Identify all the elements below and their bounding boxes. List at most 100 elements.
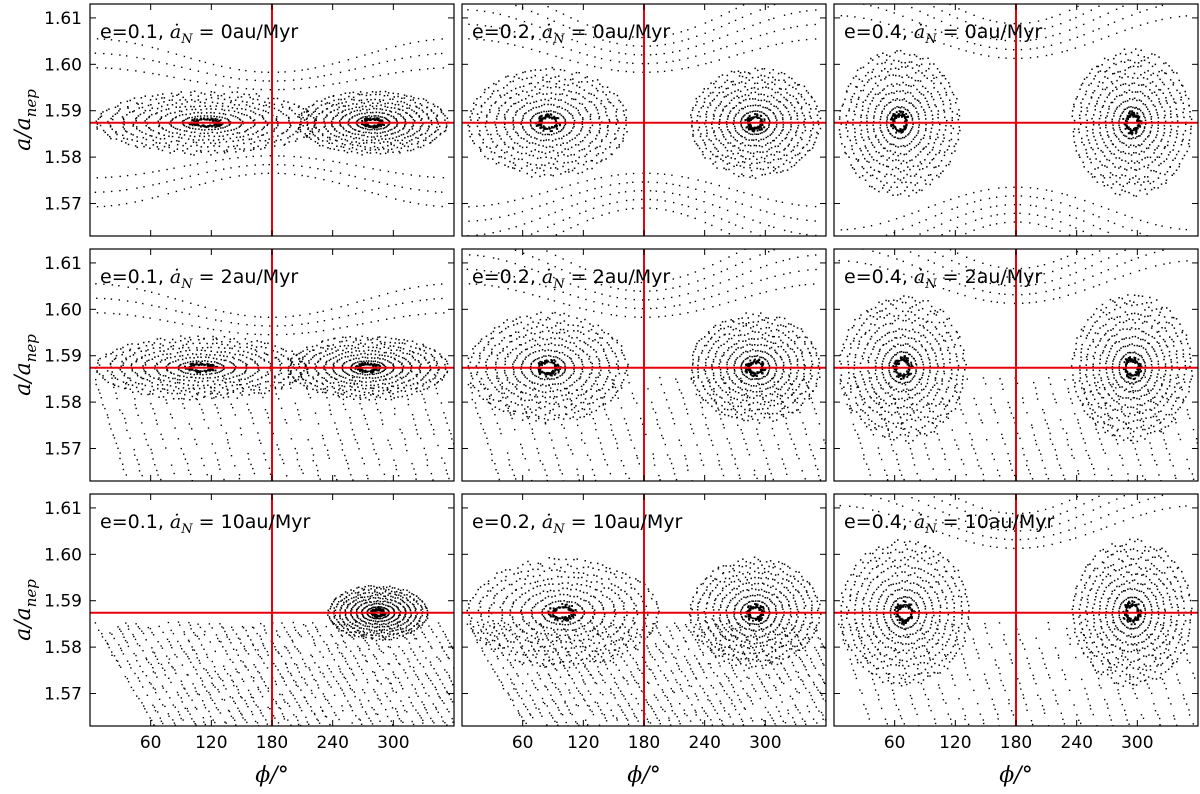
data-point <box>261 134 263 136</box>
data-point <box>189 164 192 166</box>
data-point <box>760 118 763 121</box>
data-point <box>904 126 907 129</box>
data-point <box>446 125 448 127</box>
data-point <box>1104 144 1107 147</box>
data-point <box>155 113 157 115</box>
data-point <box>562 197 564 199</box>
data-point <box>157 120 159 122</box>
data-point <box>1118 126 1121 129</box>
data-point <box>711 224 713 227</box>
data-point <box>773 30 776 33</box>
data-point <box>570 104 572 107</box>
data-point <box>1106 131 1109 133</box>
data-point <box>223 93 225 95</box>
data-point <box>378 111 381 114</box>
data-point <box>371 192 373 194</box>
data-point <box>555 83 558 85</box>
data-point <box>521 210 524 213</box>
data-point <box>506 2 507 3</box>
data-point <box>560 144 562 146</box>
data-point <box>380 125 382 128</box>
data-point <box>561 57 563 59</box>
data-point <box>774 168 777 170</box>
data-point <box>700 133 702 135</box>
data-point <box>215 74 217 76</box>
data-point <box>1147 166 1149 169</box>
data-point <box>572 127 574 129</box>
data-point <box>1167 140 1169 143</box>
data-point <box>529 163 532 165</box>
data-point <box>520 152 523 155</box>
data-point <box>647 181 650 183</box>
data-point <box>307 68 309 70</box>
data-point <box>902 136 904 139</box>
data-point <box>911 77 913 79</box>
data-point <box>250 149 252 151</box>
data-point <box>300 156 302 158</box>
data-point <box>785 136 788 139</box>
data-point <box>213 91 216 94</box>
data-point <box>1182 138 1184 141</box>
data-point <box>617 210 619 212</box>
data-point <box>774 91 777 94</box>
data-point <box>755 126 758 129</box>
data-point <box>133 97 136 99</box>
data-point <box>515 239 516 240</box>
data-point <box>839 110 841 112</box>
data-point <box>1150 74 1152 76</box>
data-point <box>791 157 793 159</box>
data-point <box>364 189 366 192</box>
data-point <box>284 80 286 82</box>
data-point <box>1088 103 1090 105</box>
data-point <box>162 128 164 130</box>
data-point <box>943 154 946 157</box>
data-point <box>854 127 856 130</box>
data-point <box>535 164 537 166</box>
data-point <box>349 112 351 115</box>
data-point <box>559 130 562 132</box>
data-point <box>618 52 620 54</box>
data-point <box>308 157 310 159</box>
data-point <box>136 187 138 189</box>
data-point <box>444 114 446 117</box>
data-point <box>145 144 147 146</box>
data-point <box>1178 165 1180 168</box>
data-point <box>801 157 803 159</box>
data-point <box>375 93 377 96</box>
data-point <box>194 108 197 111</box>
data-point <box>849 83 852 85</box>
data-point <box>1178 79 1180 82</box>
data-point <box>741 227 744 229</box>
data-point <box>355 164 357 167</box>
data-point <box>496 115 498 118</box>
data-point <box>332 83 334 85</box>
data-point <box>1126 169 1128 171</box>
data-point <box>1133 115 1136 118</box>
data-point <box>943 109 945 111</box>
data-point <box>742 155 744 158</box>
data-point <box>380 128 382 130</box>
data-point <box>762 138 765 141</box>
data-point <box>361 117 363 119</box>
data-point <box>724 105 726 108</box>
data-point <box>367 118 370 120</box>
data-point <box>547 103 549 106</box>
data-point <box>866 128 869 130</box>
data-point <box>578 156 580 159</box>
data-point <box>224 130 226 133</box>
data-point <box>932 157 935 160</box>
data-point <box>759 34 762 37</box>
data-point <box>409 104 411 107</box>
data-point <box>555 123 557 126</box>
data-point <box>555 86 557 88</box>
data-point <box>1163 160 1165 163</box>
data-point <box>649 172 651 174</box>
data-point <box>915 191 918 194</box>
data-point <box>733 165 735 168</box>
data-point <box>126 114 128 116</box>
data-point <box>196 144 198 147</box>
data-point <box>136 146 138 149</box>
data-point <box>713 131 715 134</box>
data-point <box>500 0 501 1</box>
data-point <box>110 67 113 70</box>
